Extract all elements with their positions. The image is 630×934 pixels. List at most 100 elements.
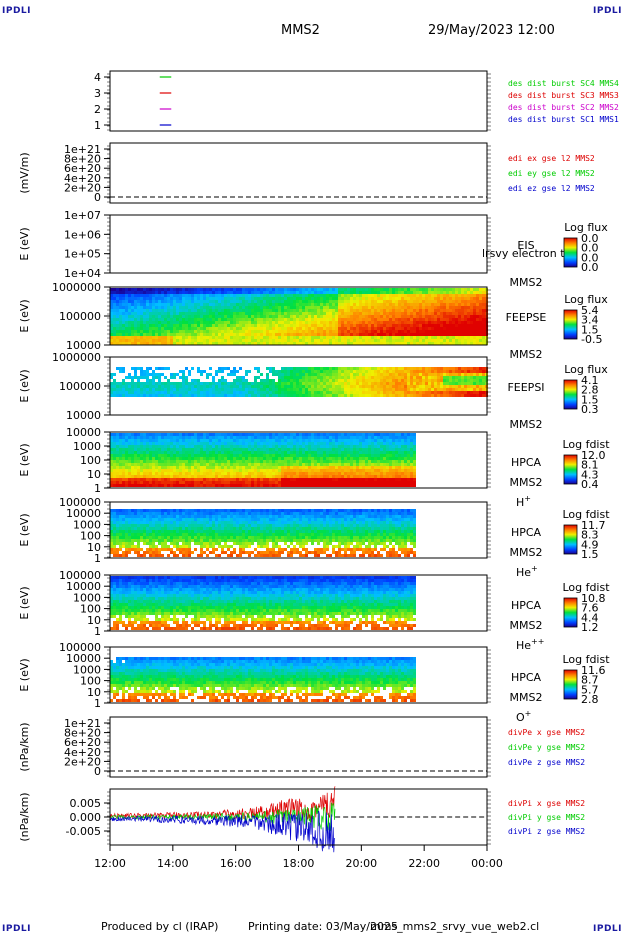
panel-burst-flags-legend-entry: des dist burst SC1 MMS1 (508, 115, 619, 124)
spectrogram-cell (155, 478, 158, 481)
spectrogram-cell (287, 306, 290, 309)
spectrogram-cell (341, 303, 344, 306)
spectrogram-cell (185, 303, 188, 306)
spectrogram-cell (137, 475, 140, 478)
spectrogram-cell (221, 330, 224, 333)
spectrogram-cell (242, 478, 245, 481)
spectrogram-cell (155, 333, 158, 336)
spectrogram-cell (437, 382, 440, 385)
spectrogram-cell (473, 391, 476, 394)
spectrogram-cell (173, 457, 176, 460)
spectrogram-cell (479, 385, 482, 388)
spectrogram-cell (143, 312, 146, 315)
spectrogram-cell (389, 297, 392, 300)
spectrogram-cell (152, 315, 155, 318)
spectrogram-cell (170, 454, 173, 457)
spectrogram-cell (371, 300, 374, 303)
spectrogram-cell (146, 376, 149, 379)
spectrogram-cell (143, 370, 146, 373)
spectrogram-cell (437, 315, 440, 318)
spectrogram-cell (269, 439, 272, 442)
spectrogram-cell (365, 339, 368, 342)
spectrogram-cell (194, 288, 197, 291)
spectrogram-cell (179, 394, 182, 397)
spectrogram-cell (230, 388, 233, 391)
spectrogram-cell (191, 294, 194, 297)
spectrogram-cell (212, 463, 215, 466)
spectrogram-cell (155, 469, 158, 472)
spectrogram-cell (437, 297, 440, 300)
spectrogram-cell (134, 294, 137, 297)
spectrogram-cell (311, 433, 314, 436)
spectrogram-cell (200, 327, 203, 330)
spectrogram-cell (416, 394, 419, 397)
spectrogram-cell (272, 306, 275, 309)
spectrogram-cell (440, 394, 443, 397)
spectrogram-cell (176, 448, 179, 451)
spectrogram-cell (305, 484, 308, 487)
spectrogram-cell (215, 460, 218, 463)
spectrogram-cell (335, 303, 338, 306)
spectrogram-cell (242, 333, 245, 336)
spectrogram-cell (134, 321, 137, 324)
spectrogram-cell (404, 312, 407, 315)
spectrogram-cell (332, 388, 335, 391)
spectrogram-cell (458, 388, 461, 391)
spectrogram-cell (125, 484, 128, 487)
spectrogram-cell (464, 300, 467, 303)
spectrogram-cell (353, 297, 356, 300)
spectrogram-cell (392, 318, 395, 321)
spectrogram-cell (473, 367, 476, 370)
spectrogram-cell (386, 367, 389, 370)
spectrogram-cell (140, 315, 143, 318)
spectrogram-cell (314, 321, 317, 324)
spectrogram-cell (227, 315, 230, 318)
spectrogram-cell (164, 388, 167, 391)
spectrogram-cell (176, 460, 179, 463)
spectrogram-cell (344, 303, 347, 306)
spectrogram-cell (260, 463, 263, 466)
spectrogram-cell (248, 336, 251, 339)
spectrogram-cell (392, 321, 395, 324)
panel-burst-flags-frame (110, 71, 487, 131)
spectrogram-cell (191, 309, 194, 312)
spectrogram-cell (143, 463, 146, 466)
spectrogram-cell (164, 451, 167, 454)
spectrogram-cell (281, 333, 284, 336)
spectrogram-cell (233, 472, 236, 475)
spectrogram-cell (221, 294, 224, 297)
spectrogram-cell (140, 294, 143, 297)
spectrogram-cell (239, 457, 242, 460)
spectrogram-cell (122, 463, 125, 466)
spectrogram-cell (467, 388, 470, 391)
spectrogram-cell (242, 382, 245, 385)
spectrogram-cell (230, 321, 233, 324)
spectrogram-cell (407, 306, 410, 309)
spectrogram-cell (143, 336, 146, 339)
spectrogram-cell (242, 481, 245, 484)
spectrogram-cell (215, 306, 218, 309)
spectrogram-cell (305, 448, 308, 451)
spectrogram-cell (233, 303, 236, 306)
spectrogram-cell (230, 439, 233, 442)
spectrogram-cell (248, 382, 251, 385)
spectrogram-cell (458, 336, 461, 339)
spectrogram-cell (266, 297, 269, 300)
spectrogram-cell (128, 297, 131, 300)
spectrogram-cell (395, 385, 398, 388)
spectrogram-cell (320, 339, 323, 342)
spectrogram-cell (335, 394, 338, 397)
spectrogram-cell (473, 303, 476, 306)
spectrogram-cell (173, 451, 176, 454)
spectrogram-cell (335, 376, 338, 379)
spectrogram-cell (125, 324, 128, 327)
panel-feeps-e-ytick-label: 100000 (59, 310, 101, 323)
spectrogram-cell (206, 306, 209, 309)
spectrogram-cell (260, 478, 263, 481)
spectrogram-cell (347, 373, 350, 376)
spectrogram-cell (371, 391, 374, 394)
spectrogram-cell (227, 469, 230, 472)
spectrogram-cell (212, 382, 215, 385)
spectrogram-cell (176, 324, 179, 327)
spectrogram-cell (482, 388, 485, 391)
